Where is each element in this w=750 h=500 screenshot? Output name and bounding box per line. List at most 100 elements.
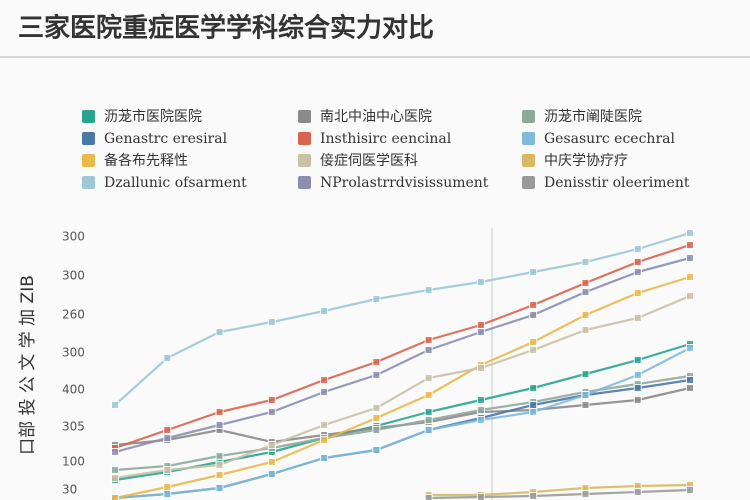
- legend-swatch: [298, 132, 311, 145]
- point: [581, 311, 590, 319]
- legend-swatch: [82, 132, 95, 145]
- legend-swatch: [522, 154, 535, 167]
- point: [686, 254, 694, 262]
- point: [267, 441, 276, 449]
- point: [163, 354, 172, 362]
- y-tick-label: 300: [62, 346, 85, 360]
- series-line: [114, 342, 691, 482]
- point: [633, 289, 642, 297]
- point: [581, 490, 590, 498]
- point: [215, 452, 224, 460]
- point: [424, 346, 433, 354]
- series-line: [114, 243, 691, 450]
- point: [686, 273, 694, 281]
- point: [424, 416, 433, 424]
- y-tick-label: 300: [62, 230, 85, 244]
- legend-label: 倿症伺医学医科: [320, 153, 418, 169]
- point: [581, 326, 590, 334]
- point: [633, 384, 642, 392]
- point: [633, 396, 642, 404]
- legend-label: Dzallunic ofsarment: [104, 175, 247, 191]
- point: [529, 346, 538, 354]
- point: [215, 484, 224, 492]
- legend-swatch: [298, 110, 311, 123]
- point: [111, 401, 119, 409]
- point: [581, 279, 590, 287]
- point: [686, 292, 694, 300]
- point: [476, 328, 485, 336]
- point: [686, 344, 694, 352]
- legend-label: Denisstir oleeriment: [544, 175, 690, 191]
- point: [529, 384, 538, 392]
- point: [372, 371, 381, 379]
- point: [633, 314, 642, 322]
- legend-swatch: [82, 176, 95, 189]
- legend-label: 沥茏市医院医院: [104, 108, 202, 125]
- point: [476, 396, 485, 404]
- point: [529, 408, 538, 416]
- point: [686, 241, 694, 249]
- point: [424, 426, 433, 434]
- legend-swatch: [522, 176, 535, 189]
- point: [633, 356, 642, 364]
- point: [111, 448, 119, 456]
- point: [633, 488, 642, 496]
- point: [215, 328, 224, 336]
- point: [215, 461, 224, 469]
- y-axis-label: 口部 投 公 文 学 加 ZIB: [18, 275, 38, 455]
- point: [529, 301, 538, 309]
- point: [215, 421, 224, 429]
- point: [424, 336, 433, 344]
- y-tick-label: 305: [62, 420, 85, 434]
- legend-label: 沥茏市阐陡医院: [544, 108, 642, 125]
- series-line: [428, 488, 691, 500]
- point: [372, 446, 381, 454]
- legend-label: Genastrc eresiral: [104, 131, 228, 147]
- series-line: [114, 231, 691, 406]
- legend-label: Insthisirc eencinal: [320, 131, 452, 147]
- point: [686, 486, 694, 494]
- point: [163, 426, 172, 434]
- point: [320, 388, 329, 396]
- point: [267, 458, 276, 466]
- point: [581, 401, 590, 409]
- point: [529, 338, 538, 346]
- point: [476, 364, 485, 372]
- legend-label: NProlastrrdvisissument: [320, 175, 489, 191]
- point: [111, 466, 119, 474]
- point: [581, 288, 590, 296]
- point: [215, 471, 224, 479]
- point: [633, 371, 642, 379]
- point: [476, 321, 485, 329]
- chart-title: 三家医院重症医学学科综合实力对比: [18, 13, 434, 44]
- point: [581, 258, 590, 266]
- point: [529, 401, 538, 409]
- point: [424, 391, 433, 399]
- point: [267, 396, 276, 404]
- y-tick-label: 100: [62, 455, 85, 469]
- point: [320, 307, 329, 315]
- point: [267, 470, 276, 478]
- point: [529, 492, 538, 500]
- point: [633, 245, 642, 253]
- point: [633, 258, 642, 266]
- point: [372, 295, 381, 303]
- point: [267, 408, 276, 416]
- point: [424, 494, 433, 500]
- legend-swatch: [522, 132, 535, 145]
- point: [372, 404, 381, 412]
- legend-label: 南北中油中心医院: [320, 109, 432, 125]
- point: [424, 408, 433, 416]
- point: [424, 286, 433, 294]
- y-tick-label: 400: [62, 383, 85, 397]
- point: [163, 466, 172, 474]
- legend-label: 中庆学协疗疗: [544, 153, 628, 169]
- y-tick-label: 260: [62, 308, 85, 322]
- point: [476, 406, 485, 414]
- point: [633, 268, 642, 276]
- point: [372, 426, 381, 434]
- legend-swatch: [522, 110, 535, 123]
- point: [529, 311, 538, 319]
- point: [320, 454, 329, 462]
